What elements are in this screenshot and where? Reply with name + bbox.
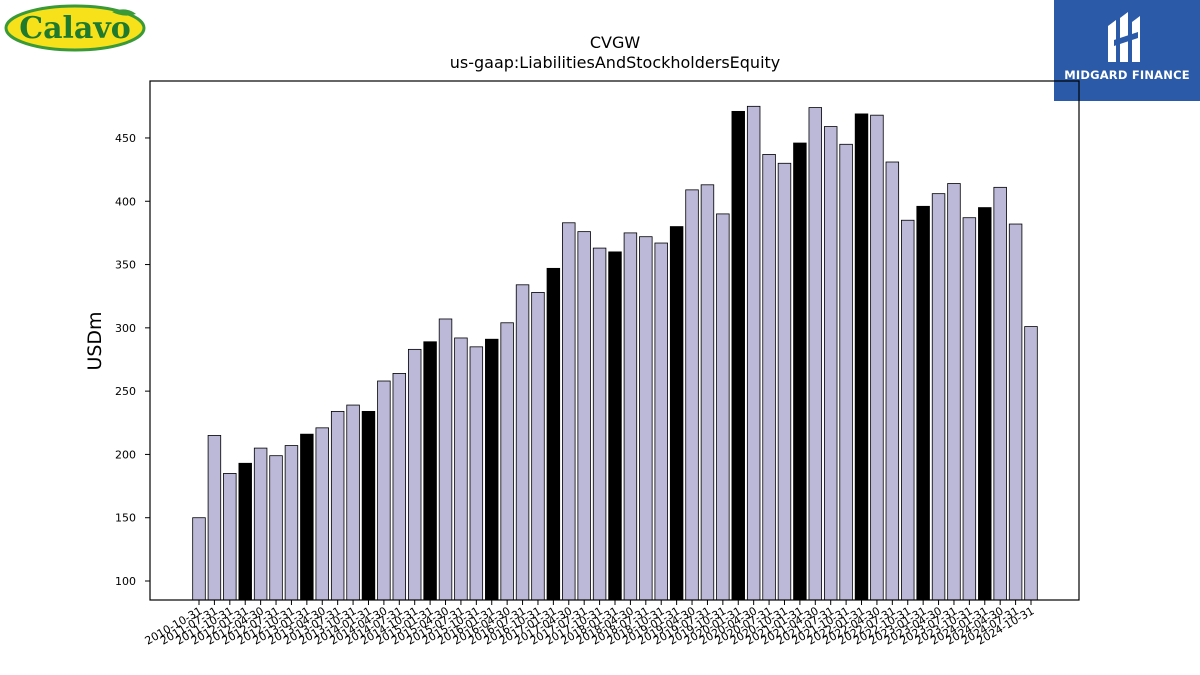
bar-2018-10-31 (669, 226, 684, 601)
bar-2023-04-30 (947, 183, 961, 601)
bar-2018-04-30 (639, 236, 653, 601)
midgard-finance-logo: MIDGARD FINANCE (1054, 0, 1200, 101)
bar-2015-01-31 (438, 318, 453, 601)
bar-2016-01-31 (500, 322, 514, 601)
y-tick-label: 300 (115, 322, 136, 335)
bar-2019-04-30 (700, 184, 715, 601)
plot-frame (149, 80, 1080, 601)
bar-2024-01-31 (993, 186, 1007, 601)
bar-2017-07-31 (592, 247, 607, 601)
bar-2012-10-31 (300, 433, 314, 601)
bar-2022-01-31 (870, 114, 884, 601)
bar-2013-07-31 (346, 404, 360, 601)
bar-2015-10-31 (485, 338, 499, 601)
x-axis: 2010-10-312011-07-312011-10-312012-01-31… (143, 600, 1037, 648)
bar-2018-01-31 (623, 232, 638, 601)
y-tick-label: 400 (115, 195, 136, 208)
bars-group (192, 105, 1038, 601)
bar-2012-01-31 (253, 447, 268, 601)
bar-2014-10-31 (423, 341, 437, 601)
bar-2020-07-31 (777, 162, 792, 601)
bar-2021-07-31 (839, 143, 853, 601)
calavo-logo-text: Calavo (19, 11, 131, 46)
bar-2012-07-31 (284, 445, 299, 601)
bar-2020-01-31 (746, 105, 761, 601)
bar-2014-01-31 (377, 380, 391, 601)
bar-2017-01-31 (562, 222, 576, 601)
bar-2010-10-31 (192, 517, 206, 601)
y-tick-label: 450 (115, 132, 136, 145)
bar-2021-01-31 (808, 107, 823, 601)
bar-2023-01-31 (931, 193, 946, 601)
bar-2018-07-31 (654, 242, 668, 601)
bar-2017-04-30 (577, 231, 591, 601)
chart-title: CVGW (590, 33, 641, 52)
bar-2021-04-30 (823, 126, 838, 601)
bar-2016-04-30 (515, 284, 530, 601)
bar-2020-04-30 (762, 154, 776, 601)
bar-2019-01-31 (685, 189, 699, 601)
bar-2023-07-31 (962, 217, 977, 601)
bar-2013-10-31 (361, 410, 376, 601)
bar-2011-07-31 (223, 473, 237, 601)
bar-2016-07-31 (531, 291, 545, 601)
y-axis: 100 150 200 250 300 350 400 450 (115, 132, 150, 588)
midgard-finance-logo-text: MIDGARD FINANCE (1064, 68, 1190, 82)
bar-2014-04-30 (392, 373, 407, 601)
bar-2012-04-30 (269, 455, 283, 601)
calavo-logo: Calavo (4, 4, 146, 52)
bar-2011-01-31 (207, 435, 222, 601)
y-tick-label: 150 (115, 512, 136, 525)
bar-2024-04-30 (1008, 223, 1023, 601)
bar-2024-07-31 (1024, 326, 1038, 601)
chart-subtitle: us-gaap:LiabilitiesAndStockholdersEquity (450, 53, 781, 72)
bar-2022-10-31 (916, 205, 930, 601)
bar-2011-10-31 (238, 462, 252, 601)
y-axis-label: USDm (84, 311, 106, 370)
bar-2019-07-31 (716, 213, 730, 601)
bar-2013-01-31 (315, 427, 329, 601)
bar-2013-04-30 (330, 410, 345, 601)
bar-2016-10-31 (546, 267, 561, 601)
bar-2020-10-31 (793, 142, 807, 601)
bar-2014-07-31 (407, 348, 422, 601)
bar-2022-07-31 (901, 219, 915, 601)
bar-2015-04-30 (454, 337, 468, 601)
y-tick-label: 200 (115, 448, 136, 461)
y-tick-label: 350 (115, 259, 136, 272)
bar-2023-10-31 (978, 207, 992, 601)
y-tick-label: 250 (115, 385, 136, 398)
bar-2017-10-31 (608, 251, 622, 601)
bar-2019-10-31 (731, 110, 745, 601)
bar-2022-04-30 (885, 161, 900, 601)
y-tick-label: 100 (115, 575, 136, 588)
bar-2021-10-31 (854, 113, 869, 601)
bar-2015-07-31 (469, 346, 484, 601)
